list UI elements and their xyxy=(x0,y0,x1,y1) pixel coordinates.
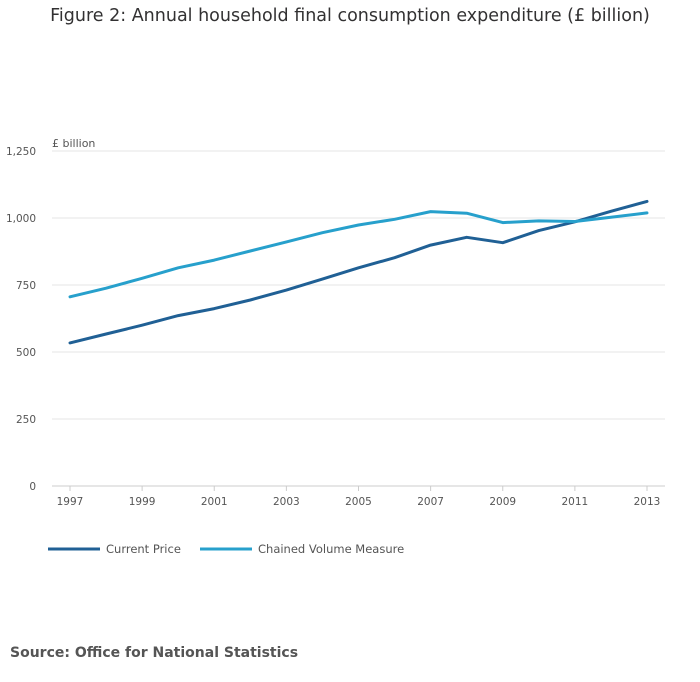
chart-title: Figure 2: Annual household final consump… xyxy=(50,6,650,26)
source-note: Source: Office for National Statistics xyxy=(10,645,299,661)
x-tick-label: 1997 xyxy=(57,496,84,508)
x-tick-label: 2001 xyxy=(201,496,228,508)
y-axis-ticks: 0 250 500 750 1,000 1,250 xyxy=(6,146,36,493)
series-line-2 xyxy=(68,210,649,299)
legend: Current Price Chained Volume Measure xyxy=(48,542,404,556)
y-tick-label: 0 xyxy=(29,481,36,493)
y-tick-label: 1,250 xyxy=(6,146,36,158)
y-tick-label: 750 xyxy=(16,280,36,292)
series-lines xyxy=(68,199,649,345)
x-tick-label: 2007 xyxy=(417,496,444,508)
x-tick-label: 2013 xyxy=(634,496,661,508)
y-tick-label: 500 xyxy=(16,347,36,359)
x-tick-label: 1999 xyxy=(129,496,156,508)
gridlines xyxy=(52,150,665,420)
y-axis-label: £ billion xyxy=(52,137,95,150)
x-axis-ticks: 1997 1999 2001 2003 2005 2007 2009 2011 2013 xyxy=(57,486,661,508)
x-tick-label: 2009 xyxy=(489,496,516,508)
y-tick-label: 250 xyxy=(16,414,36,426)
x-tick-label: 2003 xyxy=(273,496,300,508)
legend-label-1: Current Price xyxy=(106,542,181,556)
y-tick-label: 1,000 xyxy=(6,213,36,225)
legend-label-2: Chained Volume Measure xyxy=(258,542,404,556)
x-tick-label: 2005 xyxy=(345,496,372,508)
series-line-1 xyxy=(68,199,649,345)
x-tick-label: 2011 xyxy=(562,496,589,508)
